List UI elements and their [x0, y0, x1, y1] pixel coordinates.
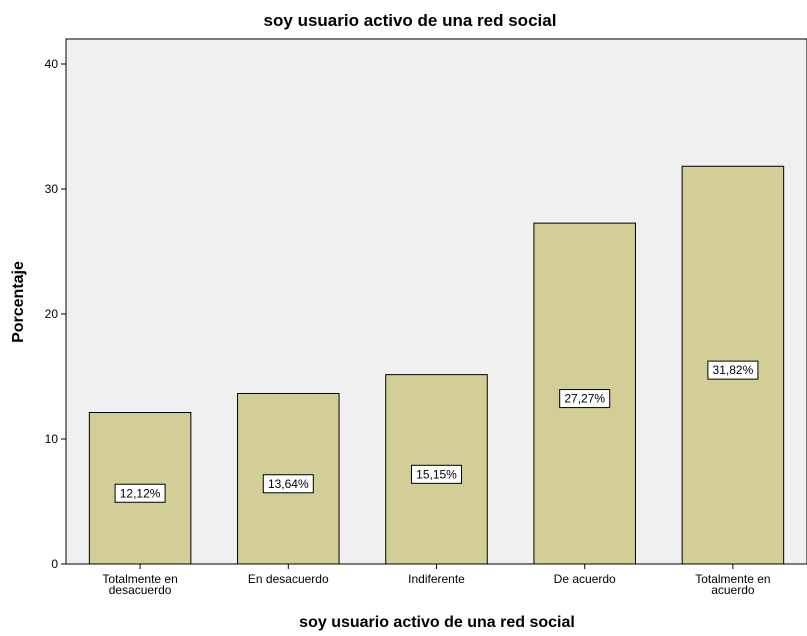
data-label: 27,27%	[564, 392, 605, 406]
x-axis-label: soy usuario activo de una red social	[299, 614, 575, 631]
x-tick-label: En desacuerdo	[248, 572, 329, 586]
y-tick-label: 20	[45, 307, 59, 321]
y-ticks: 0 10 20 30 40	[45, 57, 66, 571]
data-label: 13,64%	[268, 477, 309, 491]
data-label: 12,12%	[120, 486, 161, 500]
data-label-box	[411, 464, 462, 484]
data-label-box	[707, 360, 759, 380]
y-tick-label: 40	[45, 57, 59, 71]
chart-title: soy usuario activo de una red social	[264, 11, 557, 30]
bars-layer: 12,12% 13,64% 15,15% 27,27% 31,82%	[88, 165, 785, 565]
data-label: 15,15%	[416, 467, 457, 481]
data-label-box	[262, 474, 314, 494]
data-label: 31,82%	[713, 363, 754, 377]
y-tick-label: 30	[45, 182, 59, 196]
x-tick-label: Indiferente	[408, 572, 465, 586]
x-tick-label: Totalmente en desacuerdo	[102, 572, 177, 597]
y-axis-label: Porcentaje	[10, 261, 27, 343]
x-tick-label: De acuerdo	[554, 572, 616, 586]
data-label-box	[114, 483, 166, 503]
x-categories: Totalmente en desacuerdo En desacuerdo Indi…	[102, 564, 771, 597]
data-label-box	[559, 389, 611, 409]
x-tick-label: Totalmente en acuerdo	[695, 572, 770, 597]
y-tick-label: 10	[45, 432, 59, 446]
y-tick-label: 0	[51, 557, 58, 571]
